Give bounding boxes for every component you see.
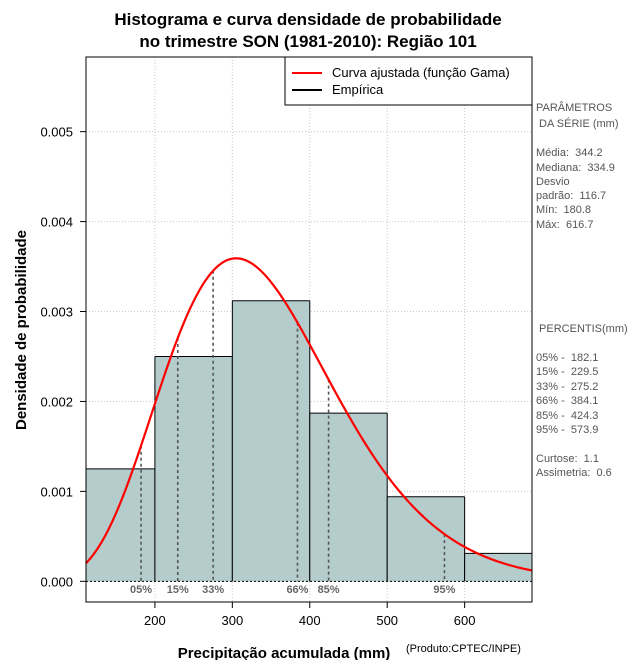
stat-curtose: Curtose: 1.1 bbox=[536, 453, 599, 465]
x-tick-label: 400 bbox=[299, 613, 321, 628]
pct-66: 66% - 384.1 bbox=[536, 395, 599, 407]
product-credit: (Produto:CPTEC/INPE) bbox=[406, 643, 521, 655]
stat-assimetria: Assimetria: 0.6 bbox=[536, 467, 612, 479]
percentile-label: 33% bbox=[202, 584, 224, 596]
y-tick-label: 0.004 bbox=[40, 215, 73, 230]
y-tick-label: 0.000 bbox=[40, 574, 73, 589]
histogram-bar bbox=[86, 468, 155, 582]
gamma-fit-curve bbox=[85, 257, 533, 572]
pct-85: 85% - 424.3 bbox=[536, 410, 599, 422]
chart-title-line1: Histograma e curva densidade de probabil… bbox=[114, 10, 501, 29]
legend: Curva ajustada (função Gama) Empírica bbox=[284, 56, 533, 106]
params-title: PARÂMETROS bbox=[536, 102, 613, 114]
x-tick-label: 200 bbox=[144, 613, 166, 628]
x-tick-label: 300 bbox=[221, 613, 243, 628]
gamma-curve-group bbox=[85, 257, 533, 572]
x-tick-label: 600 bbox=[454, 613, 476, 628]
histogram-bars bbox=[86, 300, 532, 582]
x-axis-label: Precipitação acumulada (mm) bbox=[178, 645, 391, 660]
percentile-label: 05% bbox=[130, 584, 152, 596]
params-subtitle: DA SÉRIE (mm) bbox=[536, 118, 619, 130]
percentile-label: 95% bbox=[433, 584, 455, 596]
x-tick-label: 500 bbox=[376, 613, 398, 628]
stat-media: Média: 344.2 bbox=[536, 147, 603, 159]
pct-05: 05% - 182.1 bbox=[536, 352, 599, 364]
stat-min: Mín: 180.8 bbox=[536, 204, 592, 216]
x-axis-ticks: 200 300 400 500 600 bbox=[144, 602, 475, 628]
legend-box bbox=[284, 56, 533, 106]
y-tick-label: 0.005 bbox=[40, 125, 73, 140]
percentis-title: PERCENTIS(mm) bbox=[536, 323, 628, 335]
percentile-lines: 05% 15% 33% 66% 85% 95% bbox=[130, 270, 456, 596]
legend-label-empirical: Empírica bbox=[332, 82, 384, 97]
legend-label-fit: Curva ajustada (função Gama) bbox=[332, 65, 510, 80]
histogram-bar bbox=[309, 413, 388, 582]
y-tick-label: 0.002 bbox=[40, 394, 73, 409]
percentile-label: 85% bbox=[318, 584, 340, 596]
stat-desvio-label: Desvio bbox=[536, 176, 570, 188]
pct-95: 95% - 573.9 bbox=[536, 424, 599, 436]
percentile-label: 66% bbox=[286, 584, 308, 596]
stat-max: Máx: 616.7 bbox=[536, 219, 594, 231]
stat-mediana: Mediana: 334.9 bbox=[536, 162, 615, 174]
pct-33: 33% - 275.2 bbox=[536, 381, 599, 393]
percentile-label: 15% bbox=[167, 584, 189, 596]
pct-15: 15% - 229.5 bbox=[536, 366, 599, 378]
y-tick-label: 0.003 bbox=[40, 305, 73, 320]
histogram-bar bbox=[154, 356, 233, 582]
stat-desvio: padrão: 116.7 bbox=[536, 190, 607, 202]
y-axis-label: Densidade de probabilidade bbox=[13, 230, 30, 430]
chart-title-line2: no trimestre SON (1981-2010): Região 101 bbox=[139, 32, 476, 51]
y-tick-label: 0.001 bbox=[40, 484, 73, 499]
y-axis-ticks: 0.000 0.001 0.002 0.003 0.004 0.005 bbox=[40, 125, 86, 589]
